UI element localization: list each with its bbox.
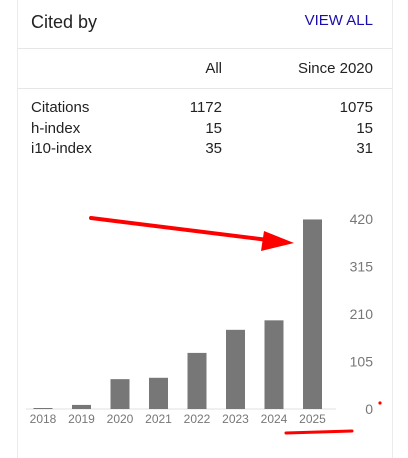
- row-value-since: 31: [356, 140, 373, 157]
- row-value-all: 1172: [189, 99, 222, 116]
- y-tick-label-315: 315: [350, 259, 374, 275]
- annotation-underline: [284, 429, 354, 435]
- x-tick-label-2022: 2022: [184, 412, 211, 426]
- bar-2019[interactable]: [72, 404, 91, 409]
- card-header: Cited by VIEW ALL: [18, 0, 392, 49]
- y-tick-label-210: 210: [350, 306, 374, 322]
- x-tick-label-2020: 2020: [107, 412, 134, 426]
- row-label: Citations: [31, 99, 90, 116]
- x-tick-label-2025: 2025: [299, 412, 326, 426]
- bar-2020[interactable]: [110, 379, 130, 409]
- column-all-header: All: [205, 60, 222, 77]
- column-since-header: Since 2020: [297, 60, 373, 77]
- y-tick-label-0: 0: [365, 401, 373, 417]
- row-label: h-index: [31, 119, 81, 137]
- x-tick-label-2018: 2018: [30, 412, 57, 426]
- y-tick-label-420: 420: [350, 211, 374, 227]
- bar-2018[interactable]: [33, 408, 53, 409]
- x-tick-label-2019: 2019: [68, 412, 95, 426]
- bar-2022[interactable]: [187, 352, 207, 409]
- x-tick-label-2024: 2024: [261, 412, 288, 426]
- y-tick-label-105: 105: [350, 354, 374, 370]
- row-value-all: 15: [205, 119, 222, 137]
- cited-by-card: Cited by VIEW ALL All Since 2020 Citatio…: [17, 0, 393, 458]
- cited-by-title: Cited by: [31, 12, 98, 32]
- x-tick-label-2023: 2023: [222, 412, 249, 426]
- annotation-arrow-shaft: [89, 216, 270, 242]
- x-tick-label-2021: 2021: [145, 412, 172, 426]
- view-all-link[interactable]: VIEW ALL: [304, 12, 373, 29]
- bar-2025[interactable]: [303, 219, 322, 409]
- stats-row-citations: Citations 1172 1075: [18, 99, 392, 120]
- bar-2023[interactable]: [226, 329, 245, 409]
- stats-body: Citations 1172 1075 h-index 15 15 i10-in…: [18, 99, 392, 161]
- bar-2024[interactable]: [264, 320, 284, 409]
- citation-stats-table: All Since 2020 Citations 1172 1075 h-ind…: [18, 48, 392, 157]
- stats-row-i10-index: i10-index 35 31: [18, 140, 392, 161]
- row-value-since: 1075: [339, 99, 373, 116]
- stats-row-h-index: h-index 15 15: [18, 120, 392, 141]
- row-label: i10-index: [31, 140, 92, 157]
- stats-header-row: All Since 2020: [18, 48, 392, 89]
- row-value-since: 15: [356, 119, 373, 137]
- annotation-dot: [378, 401, 382, 405]
- annotation-arrow-head: [261, 231, 294, 251]
- bar-2021[interactable]: [149, 377, 168, 409]
- row-value-all: 35: [205, 140, 222, 157]
